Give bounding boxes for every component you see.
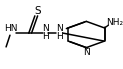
Text: HN: HN [4,24,18,33]
Text: H: H [42,32,49,41]
Text: N: N [42,24,49,33]
Text: N: N [56,24,63,33]
Text: H: H [56,32,63,41]
Text: NH₂: NH₂ [107,18,123,27]
Text: S: S [35,6,41,16]
Text: N: N [83,48,90,57]
